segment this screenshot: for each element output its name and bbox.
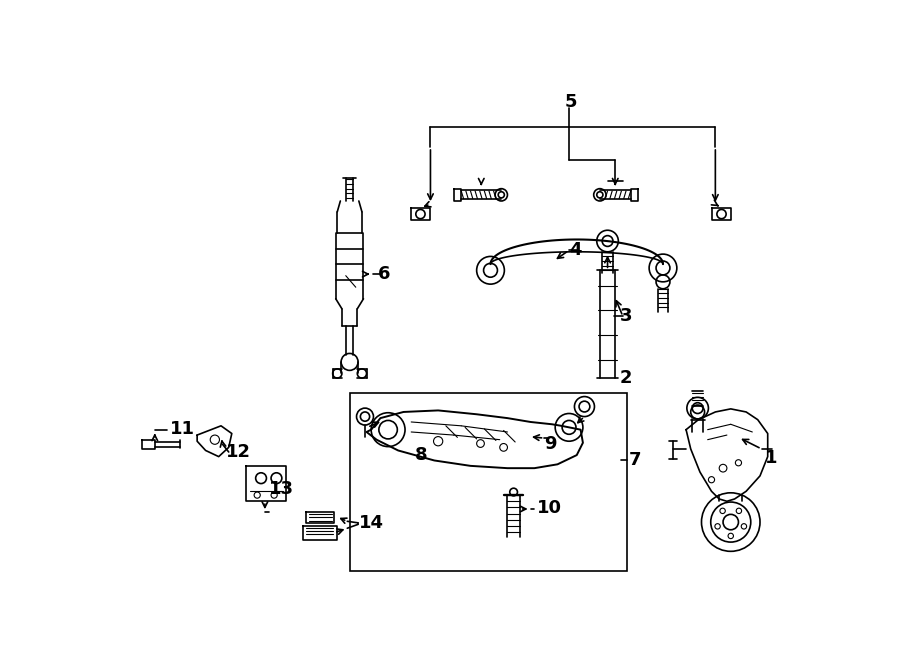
Text: 7: 7 [629,451,642,469]
Text: 1: 1 [765,449,778,467]
Text: 4: 4 [569,241,581,259]
Text: 6: 6 [378,265,391,283]
Text: 14: 14 [359,514,383,532]
Text: 11: 11 [170,420,195,438]
Text: 8: 8 [415,446,428,464]
Text: 12: 12 [227,443,251,461]
Text: 13: 13 [269,480,293,498]
Text: 9: 9 [544,436,557,453]
Text: 10: 10 [536,499,562,517]
Text: 2: 2 [620,369,633,387]
Bar [349,393,626,570]
Text: 5: 5 [564,93,577,112]
Text: 3: 3 [620,307,633,325]
